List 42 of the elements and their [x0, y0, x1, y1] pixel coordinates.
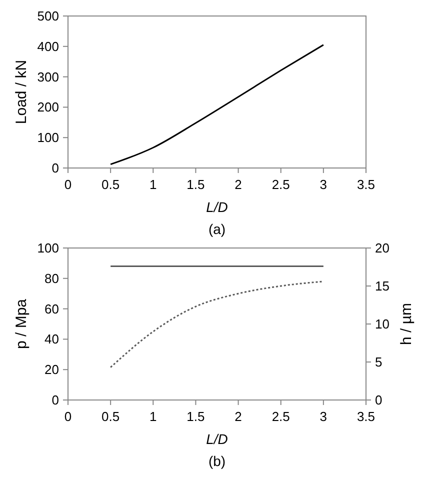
x-tick-label: 3	[320, 409, 328, 424]
y-axis-title: Load / kN	[13, 60, 30, 124]
x-tick-label: 2	[234, 409, 242, 424]
y-tick-label: 20	[44, 362, 59, 378]
x-axis-title: L/D	[206, 199, 228, 215]
y2-tick-label: 0	[375, 392, 382, 408]
x-tick-label: 1.5	[186, 409, 205, 424]
y2-tick-label: 5	[375, 354, 382, 370]
y-tick-label: 100	[37, 130, 59, 146]
y2-tick-label: 10	[375, 316, 390, 332]
x-tick-label: 0.5	[102, 177, 120, 192]
x-tick-label: 2.5	[272, 177, 290, 192]
x-tick-label: 3.5	[356, 177, 376, 192]
y-tick-label: 80	[44, 270, 59, 286]
x-tick-label: 0	[64, 409, 72, 424]
y-tick-label: 200	[37, 100, 59, 115]
y-tick-label: 40	[44, 332, 59, 347]
x-tick-label: 3.5	[356, 409, 376, 424]
y-tick-label: 400	[37, 38, 59, 54]
x-tick-label: 2	[234, 177, 242, 192]
y-tick-label: 0	[52, 160, 59, 176]
x-tick-label: 1	[150, 177, 157, 192]
text: (b)	[208, 453, 226, 469]
y-axis-title: p / Mpa	[13, 298, 30, 350]
line-series	[110, 280, 324, 368]
x-tick-label: 0.5	[102, 409, 120, 424]
y-tick-label: 500	[37, 8, 59, 24]
y2-tick-label: 20	[375, 240, 390, 256]
line-series	[110, 44, 324, 166]
x-axis-title: L/D	[206, 431, 228, 447]
x-tick-label: 0	[64, 177, 72, 192]
y-tick-label: 300	[37, 69, 59, 84]
text: (a)	[208, 221, 226, 237]
x-tick-label: 1.5	[186, 177, 205, 192]
y-tick-label: 100	[37, 240, 59, 256]
x-tick-label: 1	[150, 409, 157, 424]
y2-axis-title: h / µm	[398, 303, 415, 345]
y-tick-label: 60	[44, 301, 59, 316]
x-tick-label: 3	[320, 177, 328, 192]
x-tick-label: 2.5	[272, 409, 290, 424]
y-tick-label: 0	[52, 392, 59, 408]
y2-tick-label: 15	[375, 278, 390, 294]
